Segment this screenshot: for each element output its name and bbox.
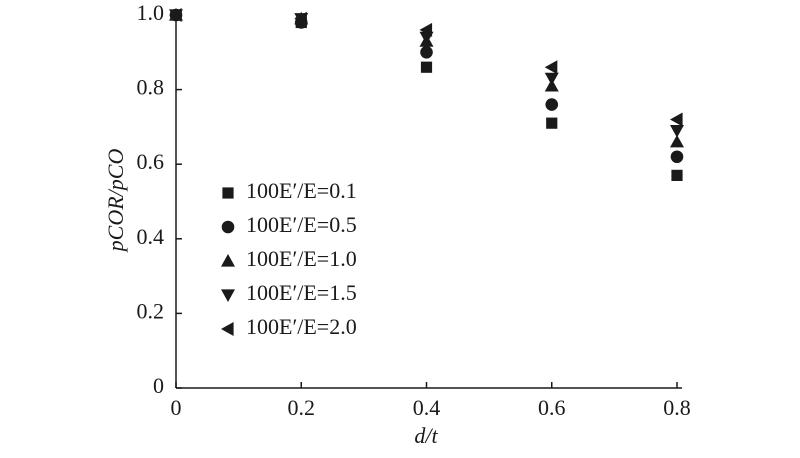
legend-label: 100E′/E=0.5 xyxy=(246,212,357,237)
legend-marker xyxy=(221,289,235,302)
legend-label: 100E′/E=1.0 xyxy=(246,246,357,271)
y-tick-label: 0.2 xyxy=(137,298,165,323)
y-tick-label: 0 xyxy=(153,373,164,398)
y-tick-label: 0.6 xyxy=(137,149,165,174)
y-tick-label: 1.0 xyxy=(137,0,165,25)
legend-marker xyxy=(221,322,234,336)
x-axis-label: d/t xyxy=(414,423,438,448)
point xyxy=(294,11,307,26)
point xyxy=(420,61,433,73)
legend-marker xyxy=(222,187,234,199)
point xyxy=(670,150,684,164)
x-tick-label: 0.6 xyxy=(538,395,566,420)
legend-marker xyxy=(221,220,235,234)
point xyxy=(670,112,683,127)
y-axis-label: pCOR/pCO xyxy=(103,149,128,254)
point xyxy=(169,8,182,22)
point xyxy=(545,98,559,111)
x-tick-label: 0.2 xyxy=(288,395,316,420)
legend-label: 100E′/E=0.1 xyxy=(246,178,357,203)
point xyxy=(671,169,683,181)
legend-label: 100E′/E=1.5 xyxy=(246,280,357,305)
y-tick-label: 0.8 xyxy=(137,75,165,100)
legend-marker xyxy=(221,254,235,267)
x-tick-label: 0.4 xyxy=(413,395,441,420)
y-tick-label: 0.4 xyxy=(137,224,165,249)
point xyxy=(546,117,558,129)
point xyxy=(670,125,684,138)
point xyxy=(544,60,558,75)
legend-label: 100E′/E=2.0 xyxy=(246,314,357,339)
point xyxy=(544,72,559,86)
point xyxy=(419,22,433,37)
point xyxy=(670,134,684,148)
x-tick-label: 0.8 xyxy=(663,395,691,420)
x-tick-label: 0 xyxy=(171,395,182,420)
point xyxy=(420,46,433,59)
